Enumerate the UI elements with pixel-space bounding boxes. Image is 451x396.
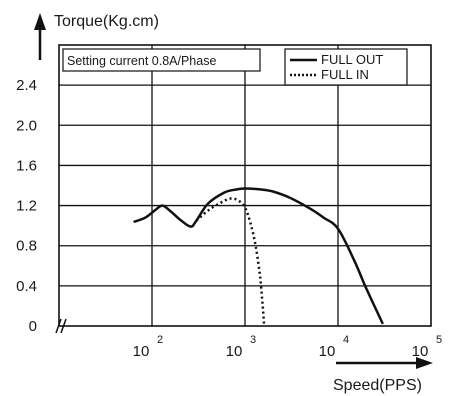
axis-break-mark bbox=[55, 318, 67, 334]
y-axis-arrowhead bbox=[34, 13, 46, 30]
plot-frame bbox=[58, 44, 432, 327]
y-tick-label: 1.2 bbox=[16, 198, 37, 215]
y-tick-label: 1.6 bbox=[16, 157, 37, 174]
x-tick-label: 10 3 bbox=[226, 334, 256, 360]
x-tick-exponent: 4 bbox=[343, 334, 349, 346]
grid-lines bbox=[59, 45, 431, 326]
y-tick-label: 0.8 bbox=[16, 238, 37, 255]
x-tick-exponent: 3 bbox=[250, 334, 256, 346]
x-tick-exponent: 5 bbox=[436, 334, 442, 346]
legend-box bbox=[284, 48, 408, 86]
x-tick-label: 10 2 bbox=[133, 334, 163, 360]
x-tick-label: 10 5 bbox=[412, 334, 442, 360]
legend-label-full-in: FULL IN bbox=[321, 67, 369, 82]
series-line-full-out bbox=[133, 187, 384, 325]
x-tick-labels: 10 2 10 3 10 4 10 5 bbox=[133, 334, 442, 360]
y-tick-label: 0.4 bbox=[16, 278, 37, 295]
x-tick-base: 10 bbox=[133, 343, 150, 360]
y-axis-title: Torque(Kg.cm) bbox=[54, 13, 159, 30]
y-tick-label: 2.0 bbox=[16, 117, 37, 134]
series-line-full-in bbox=[195, 197, 266, 325]
y-tick-label: 2.4 bbox=[16, 77, 37, 94]
y-tick-labels: 0 0.4 0.8 1.2 1.6 2.0 2.4 bbox=[16, 77, 37, 335]
x-tick-exponent: 2 bbox=[157, 334, 163, 346]
setting-note-text: Setting current 0.8A/Phase bbox=[67, 54, 216, 68]
x-tick-label: 10 4 bbox=[319, 334, 349, 360]
legend-label-full-out: FULL OUT bbox=[321, 52, 383, 67]
x-tick-base: 10 bbox=[226, 343, 243, 360]
series-lines bbox=[133, 187, 384, 325]
x-tick-base: 10 bbox=[319, 343, 336, 360]
setting-note-box bbox=[62, 48, 261, 72]
x-axis-title: Speed(PPS) bbox=[333, 377, 422, 394]
y-tick-label: 0 bbox=[29, 318, 37, 335]
x-tick-base: 10 bbox=[412, 343, 429, 360]
x-axis-arrowhead bbox=[416, 357, 433, 369]
